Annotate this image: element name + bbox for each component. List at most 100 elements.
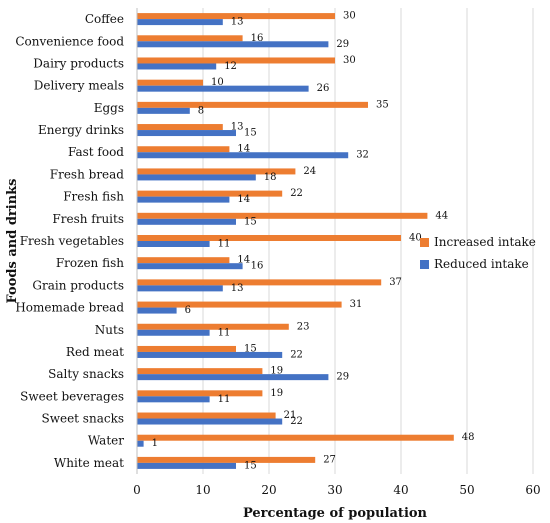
bar-increased-intake-fresh-vegetables <box>137 235 401 241</box>
bar-increased-intake-white-meat <box>137 456 316 463</box>
bar-reduced-intake-frozen-fish <box>137 263 243 270</box>
axis-layer: 0 10 20 30 40 50 60 Coffee Convenience food Dairy… <box>15 8 541 497</box>
data-label-reduced-intake-water: 1 <box>152 438 158 449</box>
data-label-reduced-intake-fresh-vegetables: 11 <box>218 239 231 250</box>
data-label-reduced-intake-delivery-meals: 26 <box>317 83 330 94</box>
data-label-increased-intake-fast-food: 14 <box>237 144 250 155</box>
x-tick-label: 10 <box>195 483 210 497</box>
category-label-fast-food: Fast food <box>68 145 124 159</box>
legend-label-increased: Increased intake <box>434 235 536 249</box>
bar-increased-intake-sweet-beverages <box>137 390 263 397</box>
bar-increased-intake-salty-snacks <box>137 368 263 375</box>
category-label-red-meat: Red meat <box>66 345 124 359</box>
bar-increased-intake-sweet-snacks <box>137 412 276 419</box>
data-label-reduced-intake-fresh-fruits: 15 <box>244 216 257 227</box>
data-label-increased-intake-eggs: 35 <box>376 99 389 110</box>
bar-increased-intake-coffee <box>137 13 335 20</box>
bar-increased-intake-energy-drinks <box>137 124 223 131</box>
data-label-increased-intake-red-meat: 15 <box>244 343 257 354</box>
data-label-increased-intake-sweet-snacks: 21 <box>284 410 297 421</box>
category-label-sweet-snacks: Sweet snacks <box>41 412 124 426</box>
category-label-homemade-bread: Homemade bread <box>15 301 124 315</box>
x-tick-label: 20 <box>261 483 276 497</box>
data-label-reduced-intake-nuts: 11 <box>218 327 231 338</box>
category-label-nuts: Nuts <box>95 323 124 337</box>
bar-reduced-intake-sweet-beverages <box>137 396 210 403</box>
data-label-reduced-intake-dairy-products: 12 <box>224 61 237 72</box>
bar-reduced-intake-fast-food <box>137 152 349 159</box>
bar-increased-intake-delivery-meals <box>137 79 203 86</box>
bar-increased-intake-homemade-bread <box>137 301 342 308</box>
bar-increased-intake-fresh-fruits <box>137 212 428 219</box>
bar-reduced-intake-red-meat <box>137 351 283 358</box>
category-label-fresh-bread: Fresh bread <box>50 167 125 181</box>
bar-increased-intake-convenience-food <box>137 35 243 42</box>
y-axis-title: Foods and drinks <box>5 179 20 304</box>
label-layer: 3013162930121026358131514322418221444154… <box>152 11 475 472</box>
data-label-increased-intake-convenience-food: 16 <box>251 33 264 44</box>
data-label-reduced-intake-white-meat: 15 <box>244 460 257 471</box>
x-tick-label: 30 <box>327 483 342 497</box>
category-label-energy-drinks: Energy drinks <box>38 123 124 137</box>
bar-reduced-intake-energy-drinks <box>137 130 236 137</box>
data-label-increased-intake-fresh-bread: 24 <box>303 166 316 177</box>
bar-reduced-intake-eggs <box>137 107 190 114</box>
bar-increased-intake-nuts <box>137 323 289 330</box>
category-label-dairy-products: Dairy products <box>33 56 124 70</box>
bar-layer <box>137 13 454 469</box>
category-label-sweet-beverages: Sweet beverages <box>20 389 124 403</box>
bar-increased-intake-fresh-fish <box>137 190 283 197</box>
bar-reduced-intake-salty-snacks <box>137 374 329 381</box>
data-label-increased-intake-coffee: 30 <box>343 11 356 22</box>
data-label-reduced-intake-sweet-snacks: 22 <box>290 416 303 427</box>
legend: Increased intake Reduced intake <box>420 235 536 271</box>
bar-reduced-intake-convenience-food <box>137 41 329 48</box>
x-tick-label: 0 <box>133 483 141 497</box>
data-label-reduced-intake-red-meat: 22 <box>290 349 303 360</box>
bar-reduced-intake-grain-products <box>137 285 223 292</box>
bar-reduced-intake-fresh-vegetables <box>137 241 210 247</box>
x-tick-label: 40 <box>393 483 408 497</box>
bar-increased-intake-water <box>137 434 454 441</box>
data-label-increased-intake-fresh-fruits: 44 <box>435 210 448 221</box>
bar-increased-intake-eggs <box>137 101 368 108</box>
bar-increased-intake-dairy-products <box>137 57 335 64</box>
category-label-convenience-food: Convenience food <box>15 34 124 48</box>
data-label-increased-intake-salty-snacks: 19 <box>270 366 283 377</box>
category-label-delivery-meals: Delivery meals <box>34 79 124 93</box>
bar-reduced-intake-sweet-snacks <box>137 418 283 425</box>
bar-increased-intake-frozen-fish <box>137 257 230 264</box>
bar-increased-intake-fresh-bread <box>137 168 296 175</box>
data-label-reduced-intake-sweet-beverages: 11 <box>218 394 231 405</box>
bar-increased-intake-fast-food <box>137 146 230 153</box>
bar-increased-intake-red-meat <box>137 345 236 352</box>
data-label-increased-intake-white-meat: 27 <box>323 454 336 465</box>
legend-label-reduced: Reduced intake <box>434 257 529 271</box>
category-label-water: Water <box>88 434 124 448</box>
data-label-increased-intake-dairy-products: 30 <box>343 55 356 66</box>
x-tick-label: 60 <box>525 483 540 497</box>
category-label-fresh-fish: Fresh fish <box>63 190 124 204</box>
data-label-reduced-intake-homemade-bread: 6 <box>185 305 191 316</box>
data-label-reduced-intake-coffee: 13 <box>231 17 244 28</box>
x-axis-title: Percentage of population <box>243 506 428 521</box>
bar-reduced-intake-homemade-bread <box>137 307 177 314</box>
bar-reduced-intake-nuts <box>137 329 210 336</box>
data-label-reduced-intake-eggs: 8 <box>198 105 204 116</box>
data-label-reduced-intake-frozen-fish: 16 <box>251 261 264 272</box>
data-label-increased-intake-delivery-meals: 10 <box>211 77 224 88</box>
bar-increased-intake-grain-products <box>137 279 382 286</box>
category-label-grain-products: Grain products <box>32 278 124 292</box>
data-label-increased-intake-energy-drinks: 13 <box>231 122 244 133</box>
x-tick-label: 50 <box>459 483 474 497</box>
category-label-fresh-vegetables: Fresh vegetables <box>20 234 124 248</box>
bar-reduced-intake-white-meat <box>137 462 236 469</box>
data-label-increased-intake-grain-products: 37 <box>389 277 402 288</box>
category-label-coffee: Coffee <box>85 12 124 26</box>
legend-swatch-reduced <box>420 260 429 269</box>
data-label-reduced-intake-fast-food: 32 <box>356 150 369 161</box>
data-label-reduced-intake-fresh-fish: 14 <box>237 194 250 205</box>
data-label-increased-intake-fresh-fish: 22 <box>290 188 303 199</box>
